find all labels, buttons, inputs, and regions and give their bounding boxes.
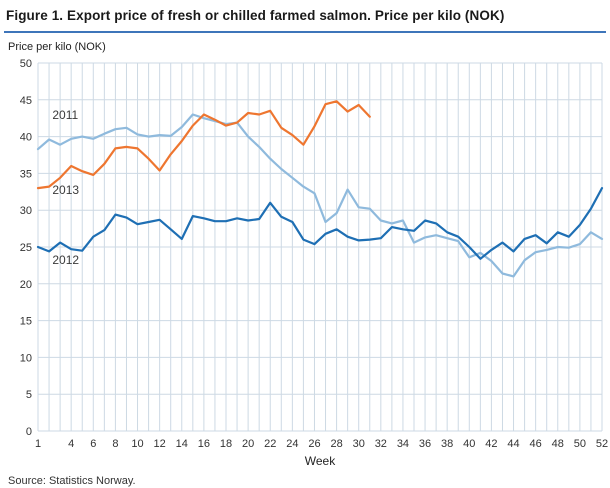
y-tick-label: 35 — [20, 168, 32, 180]
y-tick-label: 25 — [20, 242, 32, 254]
y-tick-label: 20 — [20, 279, 32, 291]
source-note: Source: Statistics Norway. — [8, 475, 136, 487]
x-tick-label: 24 — [286, 438, 298, 450]
y-axis-title: Price per kilo (NOK) — [8, 41, 106, 53]
x-tick-label: 46 — [530, 438, 542, 450]
x-tick-label: 22 — [264, 438, 276, 450]
chart-area: 0 5 10 15 20 25 30 35 40 45 50 1 4 6 8 10 12 14 16 18 20 22 24… — [4, 53, 610, 471]
figure-title: Figure 1. Export price of fresh or chill… — [6, 8, 505, 23]
x-tick-label: 6 — [90, 438, 96, 450]
x-tick-label: 40 — [463, 438, 475, 450]
x-tick-label: 8 — [112, 438, 118, 450]
series-label-2013: 2013 — [52, 183, 79, 197]
title-underline — [4, 31, 606, 33]
y-tick-label: 15 — [20, 316, 32, 328]
y-tick-label: 30 — [20, 205, 32, 217]
series-line-2013 — [36, 100, 371, 190]
x-tick-label: 48 — [552, 438, 564, 450]
x-tick-label: 42 — [485, 438, 497, 450]
series-line-2011 — [36, 113, 604, 278]
x-tick-label: 52 — [596, 438, 608, 450]
y-tick-label: 50 — [20, 58, 32, 70]
x-tick-label: 26 — [308, 438, 320, 450]
x-tick-label: 32 — [375, 438, 387, 450]
x-tick-label: 36 — [419, 438, 431, 450]
x-tick-label: 44 — [507, 438, 519, 450]
x-tick-label: 50 — [574, 438, 586, 450]
x-tick-label: 4 — [68, 438, 74, 450]
x-tick-label: 28 — [330, 438, 342, 450]
series-label-2012: 2012 — [52, 253, 79, 267]
x-axis-title: Week — [305, 454, 336, 468]
series-line-2012 — [36, 187, 604, 260]
y-tick-label: 45 — [20, 95, 32, 107]
y-tick-label: 5 — [26, 389, 32, 401]
x-tick-label: 20 — [242, 438, 254, 450]
series-label-2011: 2011 — [52, 108, 78, 122]
x-tick-label: 12 — [154, 438, 166, 450]
x-tick-label: 30 — [353, 438, 365, 450]
y-tick-label: 10 — [20, 352, 32, 364]
x-tick-label: 1 — [35, 438, 41, 450]
x-tick-label: 10 — [131, 438, 143, 450]
x-tick-label: 16 — [198, 438, 210, 450]
x-tick-label: 18 — [220, 438, 232, 450]
x-tick-label: 34 — [397, 438, 409, 450]
y-tick-label: 0 — [26, 426, 32, 438]
x-tick-label: 14 — [176, 438, 188, 450]
x-tick-label: 38 — [441, 438, 453, 450]
y-tick-label: 40 — [20, 132, 32, 144]
